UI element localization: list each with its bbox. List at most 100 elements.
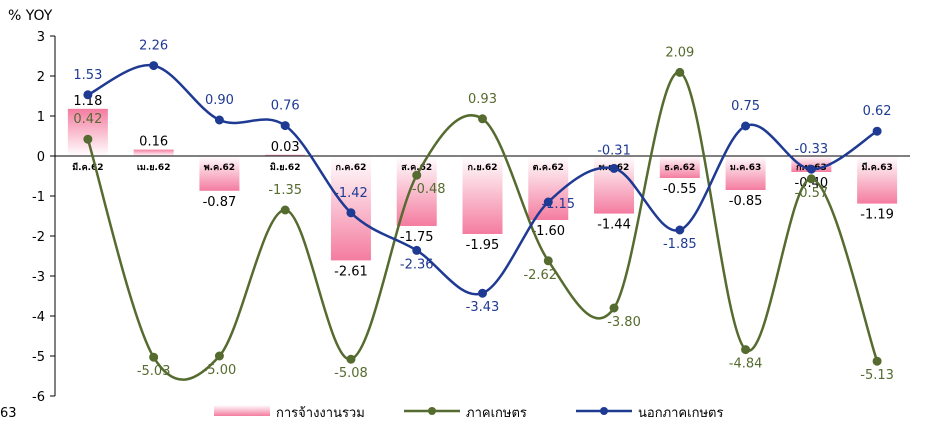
line-marker — [346, 208, 356, 218]
line-marker — [478, 288, 487, 298]
line-data-label: -2.62 — [523, 268, 557, 283]
line-marker — [346, 354, 356, 364]
category-label: ต.ค.62 — [533, 163, 564, 173]
y-tick-label: 3 — [37, 30, 45, 45]
bar-data-label: 1.18 — [73, 94, 102, 109]
line-data-label: -0.33 — [795, 142, 829, 157]
line-marker — [741, 345, 751, 355]
agri-line — [86, 71, 879, 381]
category-label: ส.ค.62 — [401, 163, 432, 173]
line-data-label: -1.15 — [541, 197, 575, 212]
bar-data-label: -1.60 — [531, 224, 565, 239]
line-marker — [83, 134, 93, 144]
line-data-label: -1.35 — [268, 183, 302, 198]
line-marker — [214, 351, 224, 361]
bar — [330, 156, 371, 261]
bar-data-label: -2.61 — [334, 264, 368, 279]
bar-data-label: -0.87 — [203, 195, 237, 210]
category-label: มิ.ย.62 — [270, 162, 301, 173]
bar — [199, 156, 240, 191]
bar — [265, 154, 306, 156]
bar — [396, 156, 437, 226]
line-data-label: -5.13 — [860, 368, 894, 383]
category-label: ก.ย.62 — [467, 163, 497, 173]
line-data-label: 0.62 — [863, 104, 892, 119]
bar — [528, 156, 569, 220]
bar-data-label: -1.95 — [466, 238, 500, 253]
line-data-label: -3.43 — [466, 300, 500, 315]
legend-swatch-marker — [600, 407, 608, 415]
line-data-label: -0.31 — [597, 143, 631, 158]
bar-data-label: -1.19 — [860, 208, 894, 223]
line-marker — [675, 67, 685, 77]
line-marker — [609, 303, 619, 313]
y-tick-label: -3 — [32, 270, 45, 285]
category-label: ก.ค.62 — [336, 163, 367, 173]
line-data-label: 2.26 — [139, 39, 168, 54]
line-data-label: -5.00 — [203, 363, 237, 378]
legend-swatch-marker — [428, 407, 436, 415]
y-ticks: 3 2 1 0 -1 -2 -3 -4 -5 -6 — [32, 30, 55, 405]
line-marker — [609, 163, 619, 173]
line-data-label: 0.93 — [468, 92, 497, 107]
category-label: มี.ค.63 — [861, 162, 892, 173]
line-marker — [872, 126, 882, 136]
y-tick-label: -1 — [32, 190, 45, 205]
y-tick-label: -6 — [32, 390, 45, 405]
line-marker — [478, 114, 487, 124]
bar — [857, 156, 898, 204]
y-tick-label: -4 — [32, 310, 45, 325]
bar — [67, 108, 108, 156]
line-data-label: 1.53 — [73, 68, 102, 83]
y-tick-label: -5 — [32, 350, 45, 365]
line-series — [83, 61, 882, 381]
y-tick-label: 0 — [37, 150, 45, 165]
line-data-label: 2.09 — [665, 45, 694, 60]
bar-data-label: -0.85 — [729, 194, 763, 209]
line-data-label: -1.42 — [334, 186, 368, 201]
line-data-label: -5.08 — [334, 366, 368, 381]
line-marker — [280, 205, 290, 215]
bar-data-label: 0.16 — [139, 135, 168, 150]
category-label: พ.ค.62 — [204, 163, 235, 173]
bar — [725, 156, 766, 190]
legend-label: การจ้างงานรวม — [276, 406, 365, 421]
bar-data-labels: 1.18 0.16 -0.87 0.03 -2.61 -1.75 -1.95 -1.60 -1.… — [73, 94, 894, 280]
line-data-label: -0.48 — [412, 182, 446, 197]
y-tick-label: 1 — [37, 110, 45, 125]
legend-label: นอกภาคเกษตร — [638, 406, 723, 421]
line-marker — [214, 115, 224, 125]
bar-data-label: -0.55 — [663, 182, 697, 197]
line-data-label: 0.90 — [205, 93, 234, 108]
category-label: ธ.ค.62 — [664, 163, 695, 173]
legend-label: ภาคเกษตร — [466, 406, 527, 421]
line-marker — [806, 174, 816, 184]
line-marker — [83, 90, 93, 100]
bar-data-label: -1.75 — [400, 230, 434, 245]
y-tick-label: 2 — [37, 70, 45, 85]
y-tick-label: -2 — [32, 230, 45, 245]
line-marker — [543, 197, 553, 207]
category-labels: มี.ค.62 เม.ย.62 พ.ค.62 มิ.ย.62 ก.ค.62 ส.ค.62 ก… — [72, 162, 893, 173]
category-label: ม.ค.63 — [730, 163, 761, 173]
stray-edge-label: 63 — [0, 406, 17, 421]
category-label: เม.ย.62 — [137, 163, 171, 173]
line-marker — [543, 256, 553, 266]
line-data-label: -5.03 — [137, 364, 171, 379]
line-data-labels: 0.42 -5.03 -5.00 -1.35 -5.08 -0.48 0.93 -2.62 -3… — [73, 39, 894, 384]
line-marker — [412, 170, 422, 180]
line-data-label: 0.42 — [73, 112, 102, 127]
line-marker — [675, 225, 685, 235]
line-marker — [872, 356, 882, 366]
bar — [462, 156, 503, 234]
line-marker — [149, 352, 159, 362]
category-label: มี.ค.62 — [72, 162, 103, 173]
bar — [133, 149, 174, 156]
legend: การจ้างงานรวม ภาคเกษตร นอกภาคเกษตร — [214, 405, 723, 421]
line-marker — [806, 164, 816, 174]
line-marker — [741, 121, 751, 131]
bar-data-label: 0.03 — [271, 140, 300, 155]
line-data-label: 0.76 — [271, 99, 300, 114]
legend-swatch-bar — [214, 405, 270, 416]
